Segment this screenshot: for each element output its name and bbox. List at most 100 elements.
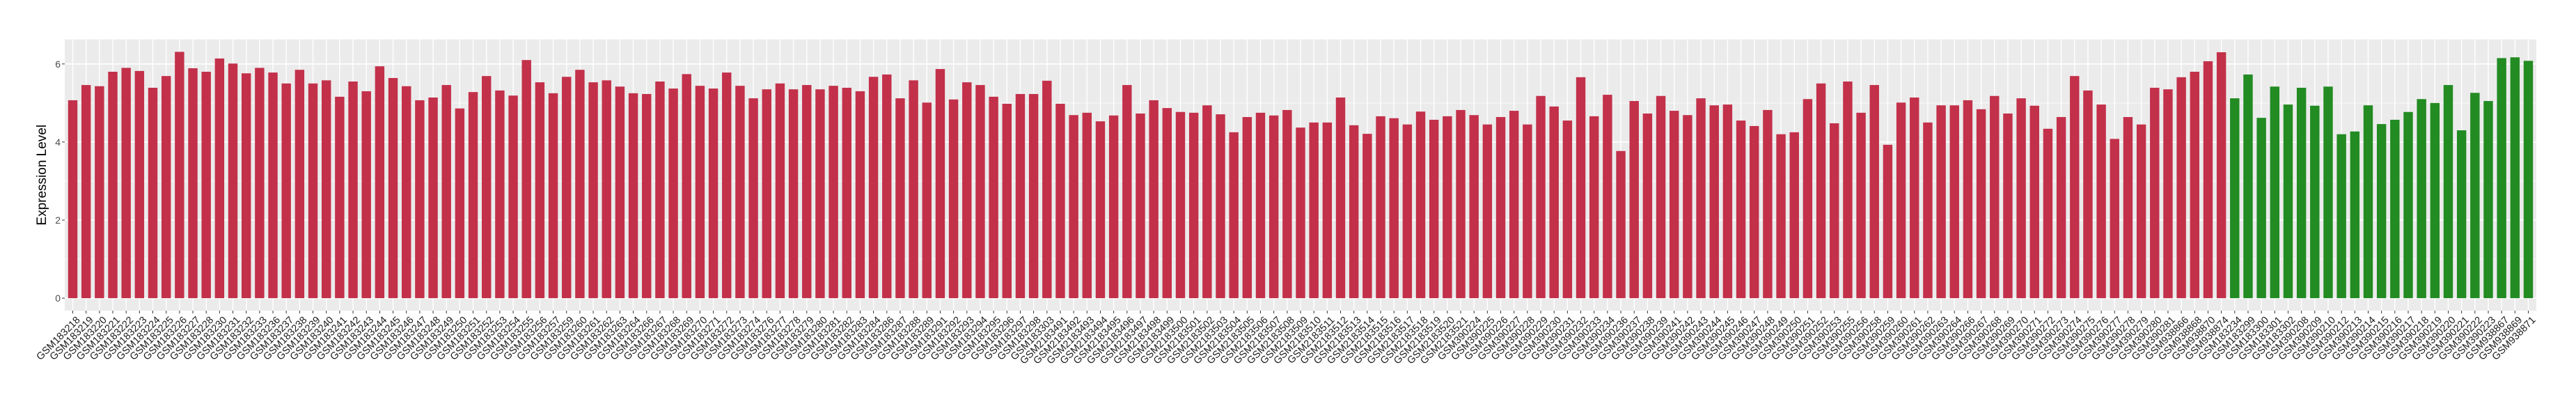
bar-GSM2183494 [1095, 121, 1106, 299]
bar-GSM183220 [95, 86, 104, 299]
bar-GSM938869 [2510, 57, 2520, 299]
bar-GSM183295 [989, 96, 998, 299]
bar-GSM183234 [2230, 98, 2240, 299]
bar-GSM183268 [668, 88, 678, 299]
bar-GSM183284 [868, 77, 879, 299]
bar-GSM183245 [388, 77, 398, 299]
bar-GSM2183498 [1149, 100, 1159, 299]
bar-GSM2183516 [1389, 118, 1399, 299]
bar-GSM2183491 [1055, 103, 1065, 299]
bar-GSM183224 [148, 87, 158, 299]
bar-GSM390247 [1750, 125, 1759, 299]
bar-GSM390273 [2056, 117, 2066, 299]
bar-GSM183230 [214, 58, 225, 299]
bar-GSM390280 [2150, 87, 2160, 299]
bar-GSM390237 [1629, 101, 1639, 299]
bar-GSM390272 [2043, 128, 2053, 299]
bar-GSM183292 [948, 99, 959, 299]
bar-GSM183293 [962, 82, 972, 299]
bar-GSM183283 [855, 91, 865, 299]
bar-GSM390241 [1670, 111, 1679, 299]
bar-GSM183257 [548, 93, 558, 299]
bar-GSM938866 [2176, 77, 2186, 299]
bar-GSM390260 [1896, 102, 1906, 299]
bar-GSM183281 [828, 86, 838, 299]
bar-GSM390269 [2003, 113, 2013, 299]
bar-GSM390220 [2443, 85, 2453, 299]
bar-GSM390225 [1482, 124, 1493, 299]
bar-GSM390221 [2456, 130, 2467, 299]
bar-GSM390219 [2430, 102, 2440, 299]
bar-GSM390230 [1549, 106, 1559, 299]
x-axis: GSM183218GSM183219GSM183220GSM183221GSM1… [35, 311, 2538, 366]
bar-GSM390208 [2296, 87, 2307, 299]
bar-GSM183261 [588, 82, 598, 299]
bar-GSM390229 [1536, 95, 1546, 299]
bar-GSM390212 [2337, 134, 2346, 299]
bar-GSM2183493 [1082, 112, 1092, 299]
bar-GSM2183504 [1229, 132, 1239, 299]
bar-GSM183280 [815, 89, 825, 299]
bar-GSM183255 [521, 60, 531, 299]
bar-GSM2183513 [1349, 125, 1359, 299]
bar-GSM390263 [1936, 105, 1946, 299]
bar-GSM2183500 [1175, 111, 1186, 299]
bar-GSM183272 [722, 72, 732, 299]
bar-GSM2183510 [1309, 122, 1319, 299]
bar-GSM183278 [788, 89, 799, 299]
bar-GSM2183517 [1402, 124, 1413, 299]
bar-GSM183236 [268, 72, 278, 299]
bar-GSM183247 [415, 100, 425, 299]
bar-GSM390271 [2029, 105, 2039, 299]
bar-GSM183241 [335, 96, 345, 299]
bar-GSM390232 [1576, 77, 1586, 299]
bar-GSM183227 [188, 68, 198, 299]
bar-GSM183282 [842, 87, 851, 299]
bar-GSM183299 [2243, 74, 2253, 299]
bar-GSM390245 [1722, 104, 1733, 299]
bar-GSM390264 [1949, 105, 1959, 299]
bar-GSM390236 [1616, 150, 1626, 299]
bar-GSM2183503 [1216, 114, 1225, 299]
bar-GSM2183507 [1269, 115, 1279, 299]
bar-GSM390210 [2323, 86, 2333, 299]
bar-GSM938874 [2216, 52, 2226, 299]
bar-GSM390228 [1523, 124, 1532, 299]
bar-GSM2183521 [1456, 109, 1466, 299]
bar-GSM183228 [201, 72, 211, 299]
bar-GSM183237 [281, 83, 291, 299]
bar-GSM183219 [81, 85, 91, 299]
bar-GSM183294 [975, 85, 985, 299]
bar-GSM2183519 [1429, 119, 1439, 299]
bar-GSM390233 [1589, 116, 1599, 299]
bar-GSM183250 [455, 108, 465, 299]
bar-GSM183243 [361, 91, 371, 299]
bar-GSM183286 [882, 74, 892, 299]
bar-GSM2183505 [1242, 117, 1252, 299]
bar-GSM183273 [735, 86, 745, 299]
bar-GSM183267 [655, 81, 665, 299]
bars [68, 52, 2534, 299]
bar-GSM183242 [348, 81, 358, 299]
bar-GSM390258 [1869, 85, 1879, 299]
bar-GSM183239 [308, 83, 318, 299]
bar-GSM183225 [161, 76, 171, 299]
bar-GSM390234 [1603, 95, 1612, 299]
bar-GSM183289 [922, 102, 932, 299]
bar-GSM390259 [1883, 144, 1893, 299]
bar-GSM2183497 [1136, 113, 1145, 299]
bar-GSM390266 [1963, 100, 1973, 299]
bar-GSM183249 [441, 85, 451, 299]
bar-GSM183297 [1015, 93, 1026, 299]
bar-GSM2183502 [1202, 105, 1212, 299]
bar-GSM2183514 [1362, 134, 1372, 299]
bar-GSM183223 [134, 70, 145, 299]
bar-GSM938868 [2190, 72, 2199, 299]
bar-GSM183269 [682, 74, 691, 299]
bar-GSM938870 [2203, 61, 2213, 299]
bar-GSM183279 [802, 85, 812, 299]
bar-GSM183300 [2256, 118, 2266, 299]
bar-GSM390226 [1495, 117, 1506, 299]
bar-GSM390251 [1803, 99, 1813, 299]
bar-GSM183276 [762, 89, 771, 299]
